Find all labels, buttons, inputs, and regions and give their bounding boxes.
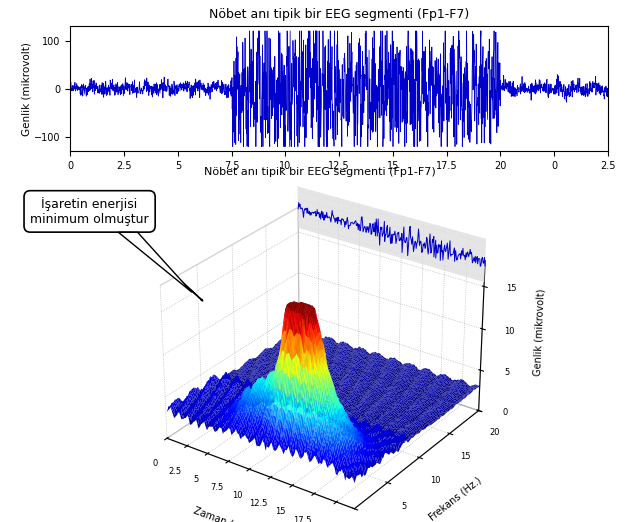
X-axis label: Zaman (saniye): Zaman (saniye) xyxy=(295,176,383,187)
Text: İşaretin enerjisi
minimum olmuştur: İşaretin enerjisi minimum olmuştur xyxy=(30,197,149,226)
X-axis label: Zaman (saniye): Zaman (saniye) xyxy=(192,505,268,522)
Title: Nöbet anı tipik bir EEG segmenti (Fp1-F7): Nöbet anı tipik bir EEG segmenti (Fp1-F7… xyxy=(204,168,436,177)
Title: Nöbet anı tipik bir EEG segmenti (Fp1-F7): Nöbet anı tipik bir EEG segmenti (Fp1-F7… xyxy=(209,8,469,21)
Y-axis label: Frekans (Hz.): Frekans (Hz.) xyxy=(427,474,483,522)
Y-axis label: Genlik (mikrovolt): Genlik (mikrovolt) xyxy=(21,42,31,136)
